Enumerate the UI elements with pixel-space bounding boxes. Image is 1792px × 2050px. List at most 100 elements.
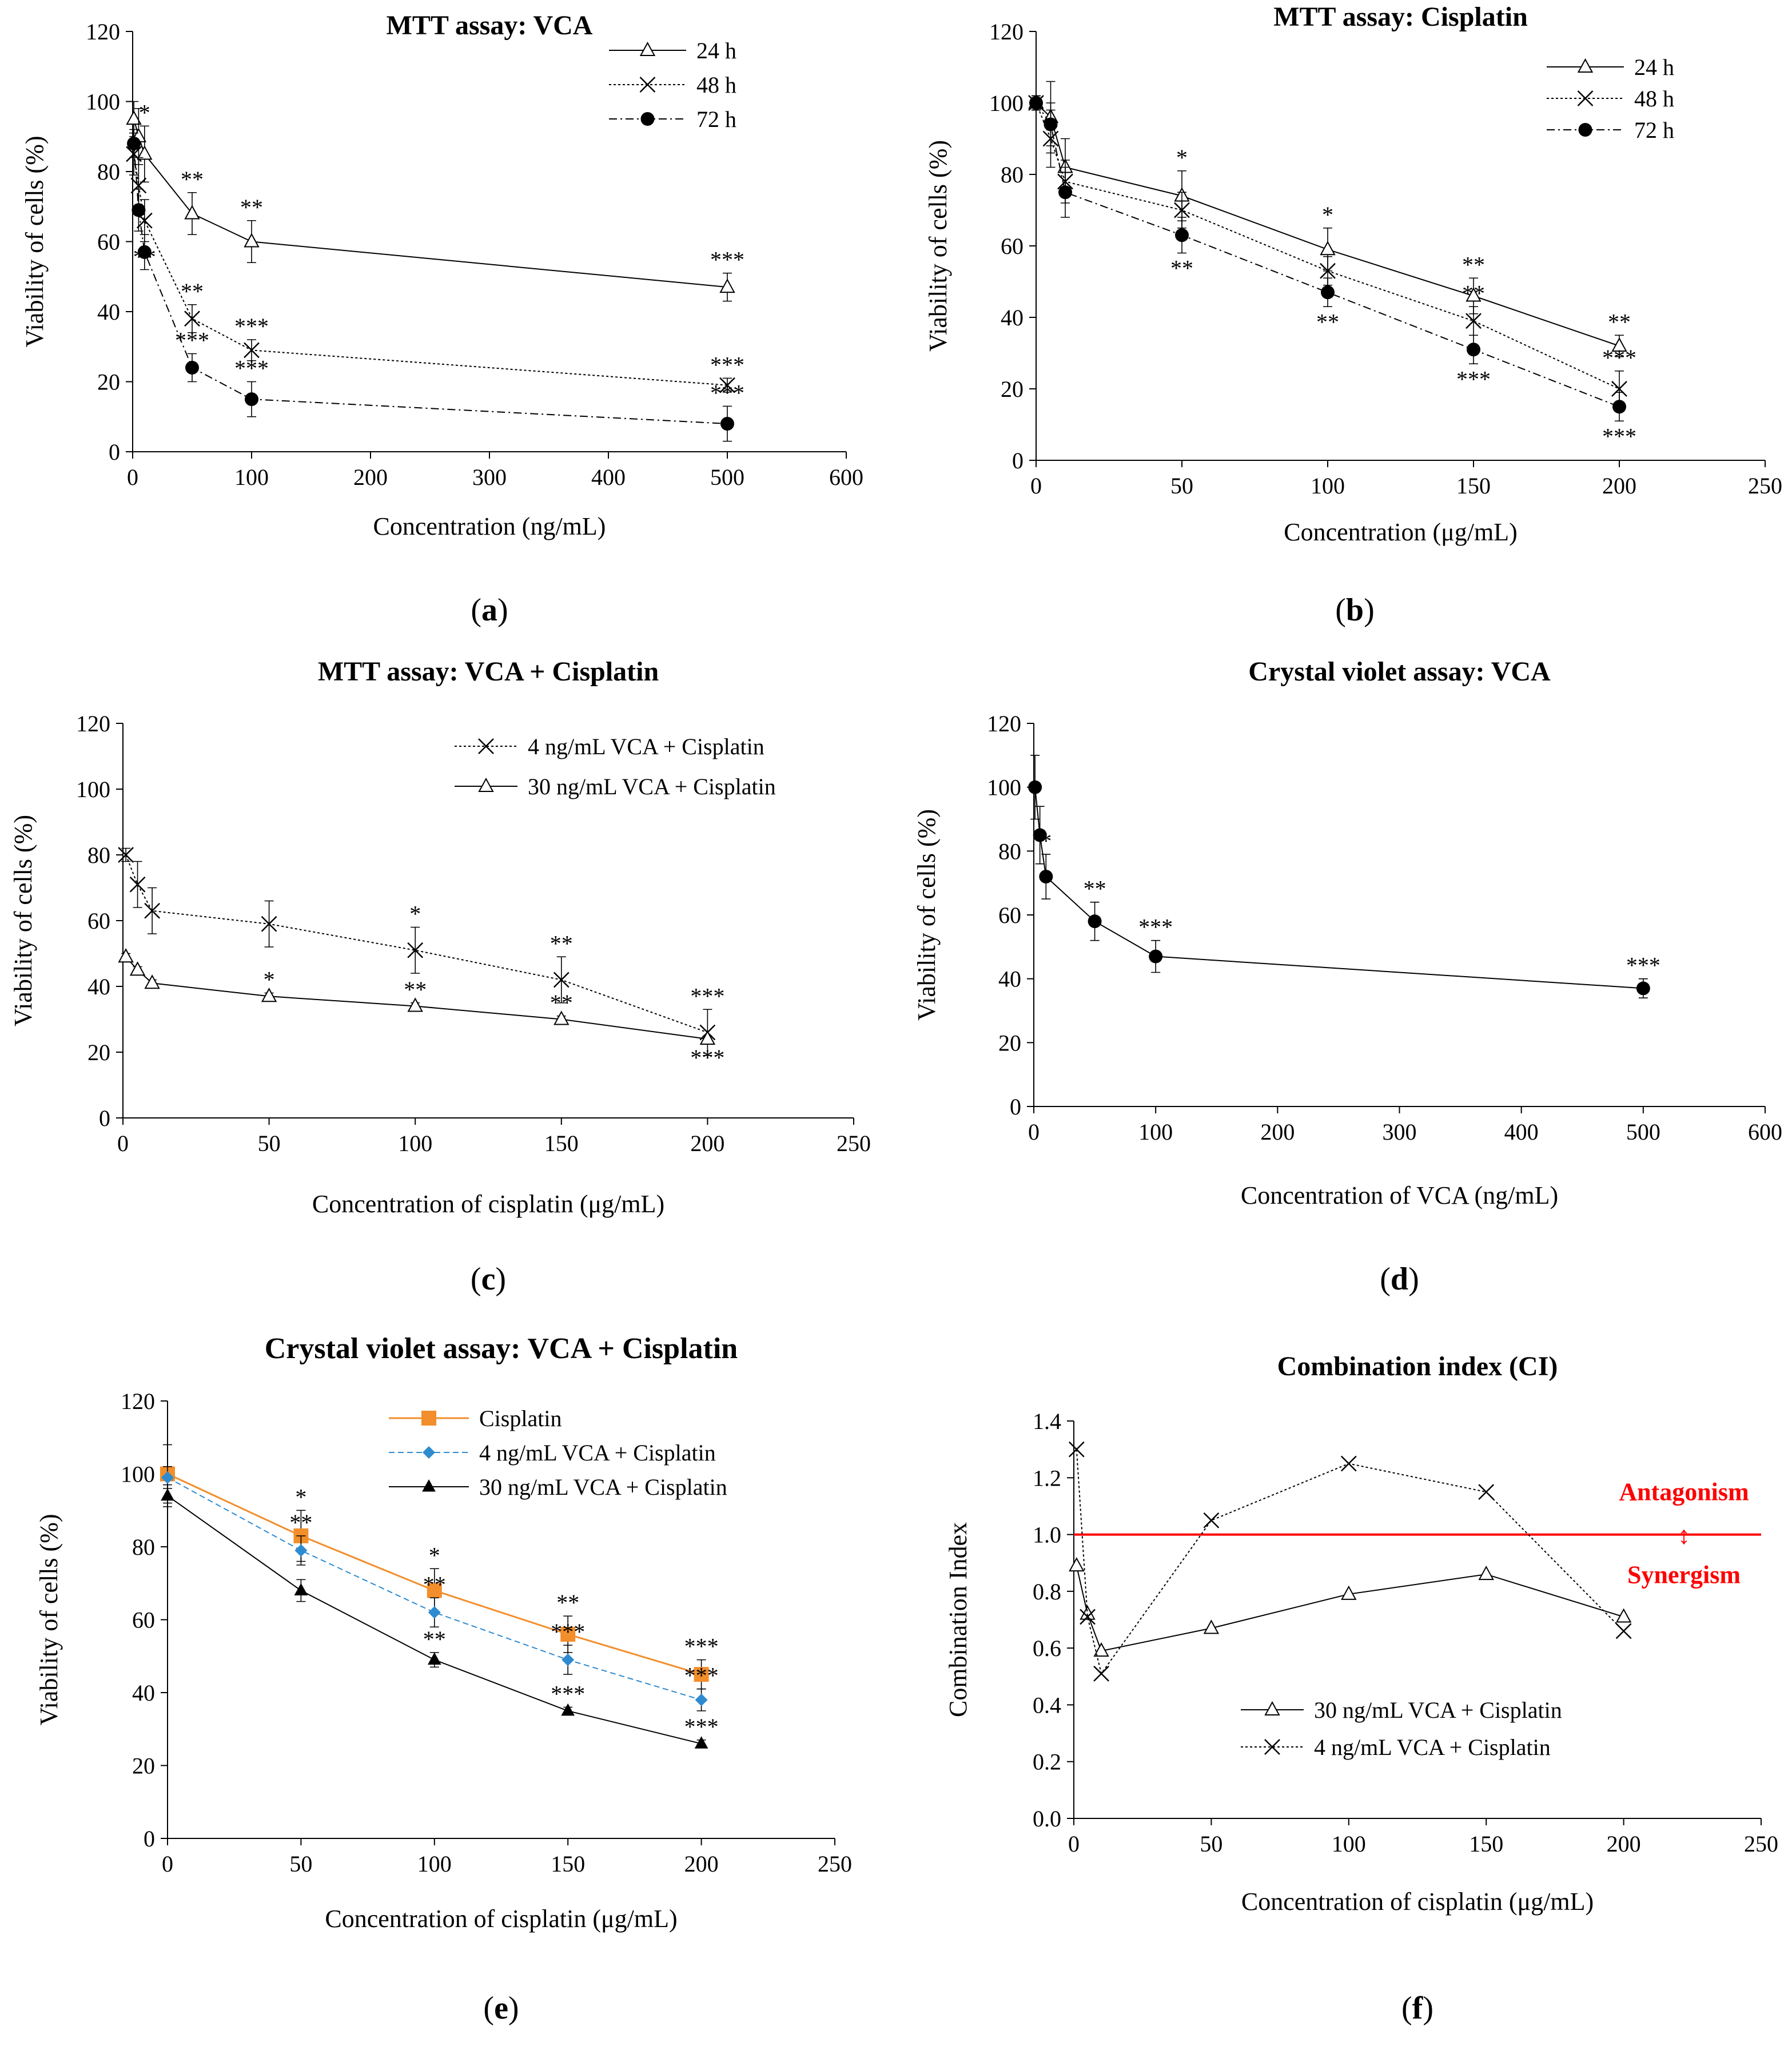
series-line xyxy=(133,143,728,424)
data-point xyxy=(1615,1608,1632,1623)
legend-label: 24 h xyxy=(1634,54,1674,80)
data-point xyxy=(1203,1512,1220,1528)
chart-panel-e: Crystal violet assay: VCA + Cisplatin 0 20… xyxy=(35,1332,852,2026)
y-tick-label: 0 xyxy=(99,1105,110,1131)
data-point xyxy=(244,342,260,359)
series-48-h: ********** xyxy=(126,132,744,393)
series-24-h: ******** xyxy=(126,99,744,302)
data-point xyxy=(1320,262,1336,279)
data-point xyxy=(1636,981,1650,996)
significance-label: ** xyxy=(556,1590,579,1615)
series-72-h: ********* xyxy=(127,129,744,442)
x-tick-label: 500 xyxy=(710,464,744,490)
y-tick-label: 80 xyxy=(87,842,110,868)
legend-label: 4 ng/mL VCA + Cisplatin xyxy=(479,1440,716,1466)
y-tick-label: 100 xyxy=(121,1462,155,1487)
y-axis-label: Viability of cells (%) xyxy=(913,809,941,1021)
data-point xyxy=(1088,914,1102,929)
significance-label: * xyxy=(295,1484,306,1510)
legend-marker xyxy=(639,77,656,93)
series-30-ng-ml-vca-cisplatin: ******** xyxy=(118,948,724,1070)
caption-letter: a xyxy=(481,592,497,628)
x-tick-label: 0 xyxy=(162,1851,173,1877)
data-point xyxy=(1340,1455,1357,1472)
series-line xyxy=(1076,1565,1624,1652)
y-tick-label: 1.4 xyxy=(1033,1408,1061,1434)
chart-panel-f: Combination index (CI) 0.0 0.2 0.4 0.6 0.8 1.0… xyxy=(944,1351,1778,2026)
data-point xyxy=(1321,285,1335,300)
y-tick-label: 20 xyxy=(1001,376,1024,402)
x-tick-label: 200 xyxy=(690,1131,724,1156)
y-tick-label: 0.8 xyxy=(1033,1579,1061,1605)
data-point xyxy=(1467,343,1480,357)
data-point xyxy=(184,311,200,327)
data-point xyxy=(427,1583,442,1598)
y-tick-label: 120 xyxy=(989,19,1024,45)
x-tick-label: 100 xyxy=(1311,473,1345,499)
x-tick-label: 400 xyxy=(591,464,626,490)
x-tick-label: 600 xyxy=(1748,1119,1782,1145)
data-point xyxy=(185,361,199,375)
legend-label: 4 ng/mL VCA + Cisplatin xyxy=(1314,1734,1551,1760)
series-30-ng-ml-vca-cisplatin: ******** xyxy=(161,1484,719,1749)
chart-panel-d: Crystal violet assay: VCA 0 20 40 60 80 100 120… xyxy=(913,656,1782,1297)
panel-caption: (b) xyxy=(1335,592,1374,628)
data-point xyxy=(1320,241,1336,256)
legend-marker xyxy=(478,738,494,754)
significance-label: ** xyxy=(550,990,573,1016)
annotation-synergism: Synergism xyxy=(1627,1561,1741,1589)
legend-label: 72 h xyxy=(1634,117,1674,143)
significance-label: ** xyxy=(404,977,427,1002)
significance-label: *** xyxy=(1138,914,1173,940)
legend-marker xyxy=(1264,1739,1280,1755)
y-tick-label: 40 xyxy=(132,1680,155,1706)
significance-label: *** xyxy=(690,1045,724,1070)
y-tick-label: 0.2 xyxy=(1033,1749,1061,1775)
data-point xyxy=(428,1606,441,1619)
panel-caption: (c) xyxy=(471,1261,506,1297)
legend-marker xyxy=(1264,1701,1280,1715)
data-point xyxy=(427,1652,441,1665)
x-tick-label: 250 xyxy=(818,1851,852,1877)
significance-label: *** xyxy=(234,356,269,381)
data-point xyxy=(137,145,153,160)
legend-label: 30 ng/mL VCA + Cisplatin xyxy=(479,1474,727,1500)
significance-label: *** xyxy=(684,1714,719,1739)
panel-caption: (a) xyxy=(471,592,508,628)
data-point xyxy=(719,278,735,293)
x-tick-label: 200 xyxy=(1260,1119,1295,1145)
legend-marker xyxy=(1578,123,1592,137)
x-tick-label: 400 xyxy=(1504,1119,1539,1145)
series-4-ng-ml-vca-cisplatin: ********** xyxy=(161,1466,719,1711)
data-point xyxy=(127,137,141,150)
chart-title: MTT assay: Cisplatin xyxy=(1273,2,1528,32)
panel-caption: (e) xyxy=(483,1991,519,2026)
data-point xyxy=(1069,1557,1085,1572)
x-axis-label: Concentration of cisplatin (μg/mL) xyxy=(312,1190,664,1218)
significance-label: * xyxy=(429,1542,440,1568)
caption-paren-close: ) xyxy=(1364,592,1375,628)
chart-title: MTT assay: VCA xyxy=(387,10,593,41)
x-tick-label: 100 xyxy=(417,1851,452,1877)
data-point xyxy=(129,961,146,976)
x-axis-label: Concentration (μg/mL) xyxy=(1284,518,1517,546)
significance-label: *** xyxy=(684,1634,719,1659)
x-tick-label: 100 xyxy=(234,464,269,490)
data-point xyxy=(161,1488,174,1501)
data-point xyxy=(132,203,146,217)
significance-label: ** xyxy=(550,930,573,956)
data-point xyxy=(562,1653,575,1666)
caption-letter: d xyxy=(1391,1261,1408,1297)
data-point xyxy=(1611,337,1627,352)
chart-title: Crystal violet assay: VCA xyxy=(1248,656,1551,687)
y-tick-label: 0.6 xyxy=(1033,1635,1061,1661)
y-tick-label: 0.4 xyxy=(1033,1692,1061,1718)
y-tick-label: 0 xyxy=(109,439,120,465)
data-point xyxy=(1029,96,1043,110)
caption-paren-close: ) xyxy=(1423,1991,1433,2026)
y-tick-label: 20 xyxy=(87,1040,110,1065)
chart-panel-a: MTT assay: VCA 0 20 40 60 80 100 120 0 100 200 300 4… xyxy=(21,10,863,628)
significance-label: *** xyxy=(551,1681,585,1707)
data-point xyxy=(244,233,260,248)
